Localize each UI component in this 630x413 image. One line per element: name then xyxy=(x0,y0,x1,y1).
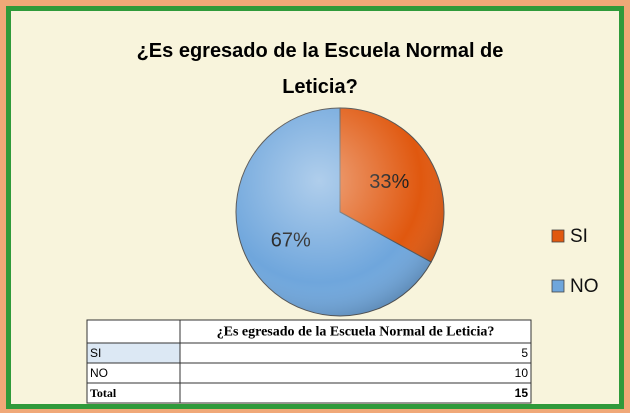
table-cell xyxy=(179,382,532,404)
row-label: Total xyxy=(90,386,117,400)
slice-label: 33% xyxy=(369,171,409,193)
chart-title: ¿Es egresado de la Escuela Normal de Leti… xyxy=(137,40,504,98)
row-label: NO xyxy=(90,366,108,380)
legend: SI NO xyxy=(551,226,599,297)
chart-title-text: ¿Es egresado de la Escuela Normal de Leti… xyxy=(137,40,504,98)
legend-label: NO xyxy=(570,276,599,297)
table-header-cell xyxy=(86,319,181,344)
table-cell xyxy=(179,342,532,364)
table-header: ¿Es egresado de la Escuela Normal de Let… xyxy=(217,325,495,340)
row-value: 10 xyxy=(515,366,529,380)
row-value: 5 xyxy=(521,346,528,360)
legend-swatch xyxy=(551,279,565,293)
row-label: SI xyxy=(90,346,101,360)
data-table: ¿Es egresado de la Escuela Normal de Let… xyxy=(86,319,532,404)
pie: 33% 67% xyxy=(235,107,445,317)
legend-label: SI xyxy=(570,226,588,247)
row-value: 15 xyxy=(515,386,529,400)
legend-swatch xyxy=(551,229,565,243)
slice-label: 67% xyxy=(271,229,311,251)
table-cell xyxy=(179,362,532,384)
